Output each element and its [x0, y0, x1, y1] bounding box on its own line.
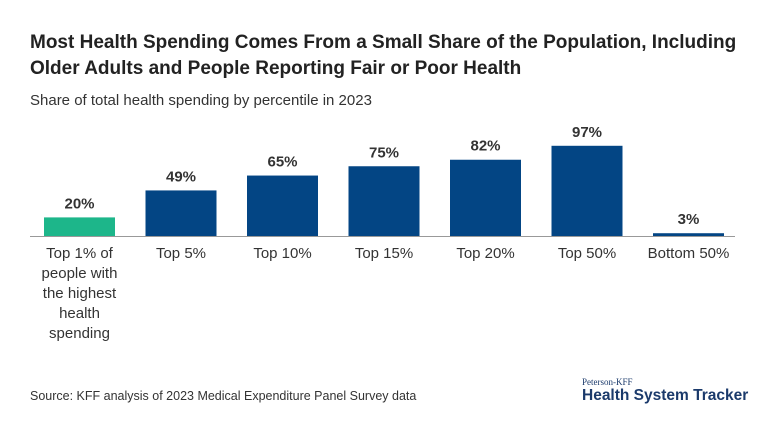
data-label: 65% [267, 154, 297, 171]
data-label: 49% [166, 168, 196, 185]
bar [145, 190, 217, 236]
bar [653, 233, 724, 236]
bar [348, 166, 420, 236]
category-label: Top 50% [558, 245, 616, 262]
logo-top-text: Peterson-KFF [582, 377, 633, 387]
data-label: 3% [678, 211, 700, 228]
peterson-kff-logo: Peterson-KFF Health System Tracker [582, 377, 748, 405]
category-label: Bottom 50% [648, 245, 730, 262]
category-label: spending [49, 325, 110, 342]
bar [44, 217, 115, 236]
category-label: health [59, 305, 100, 322]
category-label: Top 15% [355, 245, 413, 262]
category-label: people with [42, 265, 118, 282]
data-label: 97% [572, 124, 602, 141]
bar [450, 159, 521, 236]
source-note: Source: KFF analysis of 2023 Medical Exp… [30, 389, 417, 403]
logo-main-text: Health System Tracker [582, 387, 749, 404]
chart-subtitle: Share of total health spending by percen… [30, 92, 372, 109]
bar [247, 175, 318, 236]
data-label: 20% [64, 195, 94, 212]
category-label: the highest [43, 285, 117, 302]
bar [551, 145, 623, 236]
category-label: Top 10% [253, 245, 311, 262]
category-label: Top 5% [156, 245, 206, 262]
data-label: 82% [470, 138, 500, 155]
category-label: Top 20% [456, 245, 514, 262]
data-label: 75% [369, 144, 399, 161]
chart-title: Most Health Spending Comes From a Small … [30, 32, 737, 79]
category-label: Top 1% of [46, 245, 114, 262]
